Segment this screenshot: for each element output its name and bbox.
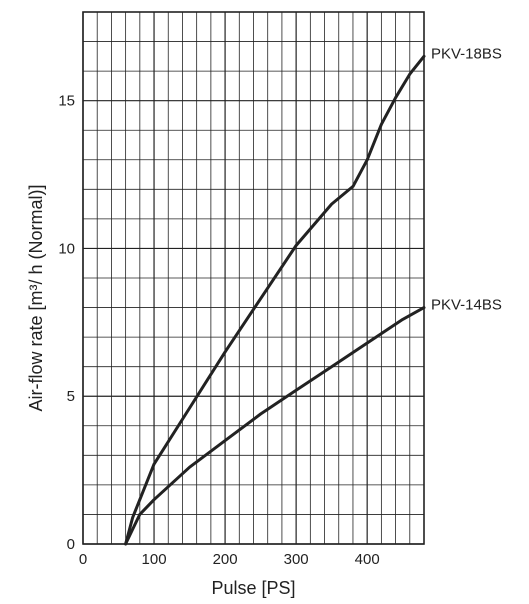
series-label-pkv-18bs: PKV-18BS [431, 45, 502, 62]
y-tick-label: 10 [58, 240, 75, 257]
x-tick-label: 200 [213, 551, 238, 568]
x-tick-labels: 0 100 200 300 400 [79, 551, 380, 568]
x-tick-label: 300 [284, 551, 309, 568]
series-labels: PKV-18BS PKV-14BS [431, 45, 502, 313]
y-tick-label: 5 [67, 388, 75, 405]
x-tick-label: 0 [79, 551, 87, 568]
series-lines [124, 54, 426, 546]
x-tick-label: 400 [355, 551, 380, 568]
x-tick-label: 100 [142, 551, 167, 568]
series-line-pkv-14bs [124, 306, 426, 546]
series-label-pkv-14bs: PKV-14BS [431, 297, 502, 314]
grid [82, 11, 425, 545]
y-tick-labels: 0 5 10 15 [58, 93, 75, 553]
y-axis-title: Air-flow rate [m³/ h (Normal)] [26, 184, 46, 411]
y-tick-label: 15 [58, 93, 75, 110]
y-tick-label: 0 [67, 536, 75, 553]
plot-frame [82, 11, 425, 545]
x-axis-title: Pulse [PS] [211, 578, 295, 598]
series-line-pkv-18bs [124, 54, 426, 546]
